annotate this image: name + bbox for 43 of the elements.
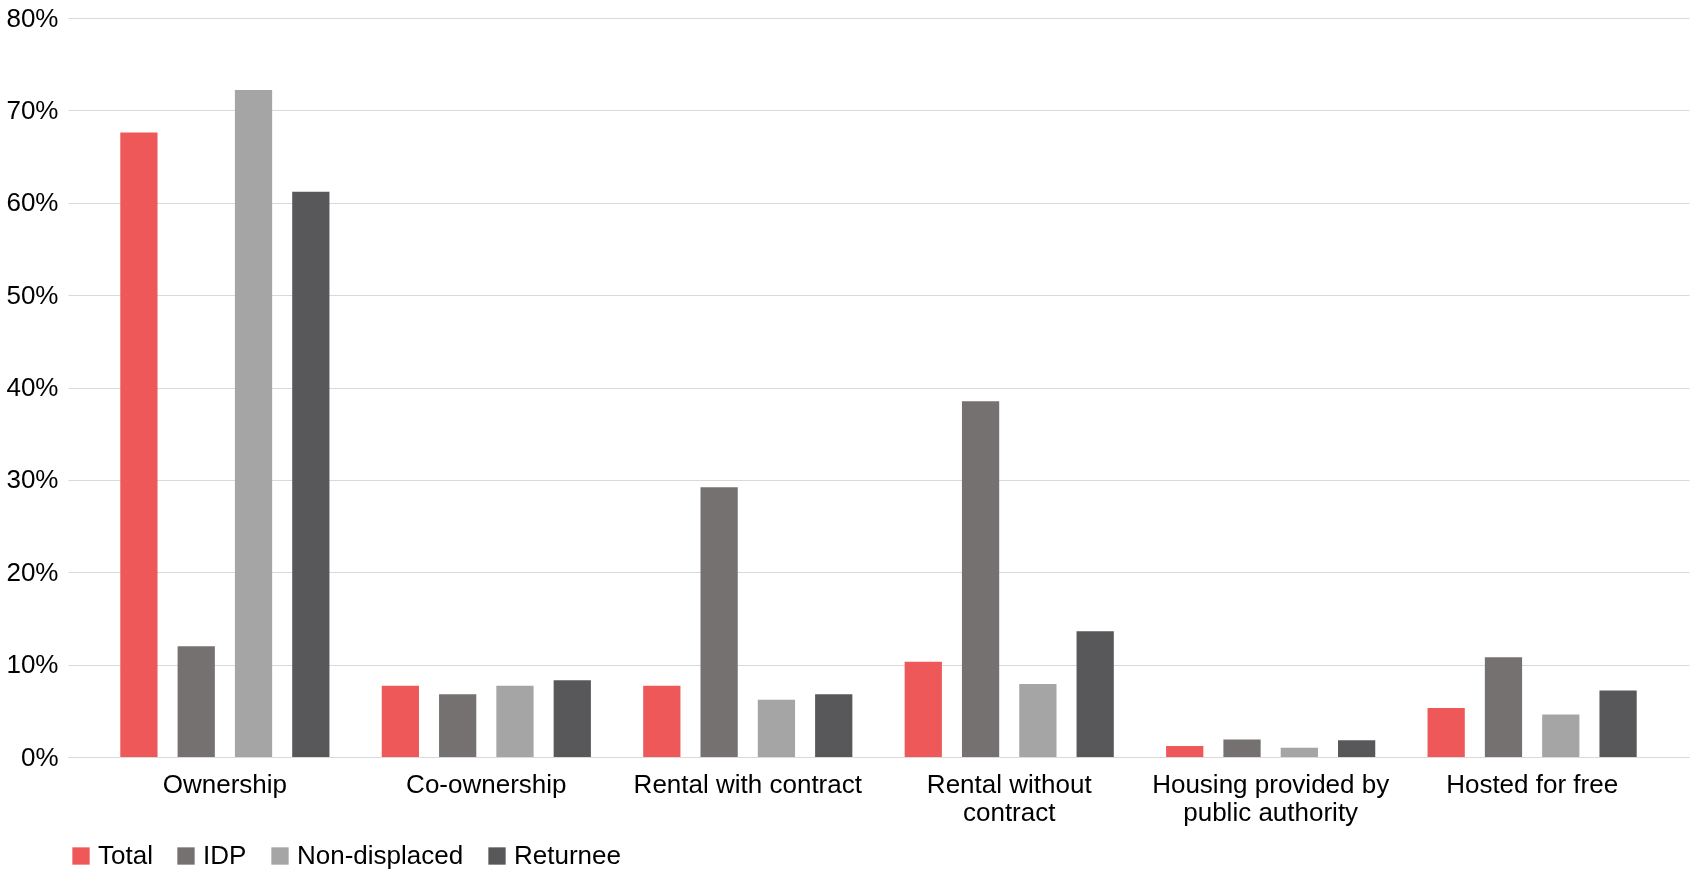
x-tick-label: Housing provided by public authority <box>1152 768 1390 827</box>
bar <box>1542 714 1580 757</box>
y-tick-label: 40% <box>6 372 59 402</box>
bar <box>553 680 591 757</box>
x-tick-label: Ownership <box>162 768 288 799</box>
y-tick-label: 20% <box>6 556 59 587</box>
bar <box>700 487 738 757</box>
bar <box>1166 745 1204 757</box>
x-tick-label: Hosted for free <box>1446 768 1619 799</box>
bar <box>1427 708 1465 757</box>
y-tick-label: 50% <box>6 279 59 310</box>
bar <box>757 699 796 757</box>
bar <box>904 661 942 757</box>
bar <box>496 685 534 757</box>
x-tick-label: Rental with contract <box>633 768 863 799</box>
legend-label: Non-displaced <box>297 840 464 870</box>
y-tick-label: 0% <box>20 741 59 772</box>
y-tick-label: 70% <box>6 94 59 125</box>
bar <box>1280 747 1318 757</box>
y-tick-label: 60% <box>6 187 59 218</box>
legend-label: IDP <box>203 840 247 870</box>
bar <box>177 646 215 757</box>
bar <box>1019 684 1057 757</box>
bar <box>234 90 273 757</box>
bar <box>381 685 419 757</box>
x-tick-label: Co-ownership <box>406 768 567 799</box>
bar <box>292 191 330 757</box>
legend-label: Total <box>98 840 153 870</box>
bar <box>1223 739 1261 757</box>
y-tick-label: 10% <box>6 649 59 680</box>
legend-label: Returnee <box>514 840 621 870</box>
bar <box>1338 740 1376 757</box>
bar <box>1484 657 1523 757</box>
bar <box>120 132 158 757</box>
bar <box>815 694 853 757</box>
bar <box>1599 690 1637 757</box>
y-tick-label: 80% <box>6 2 59 33</box>
bar <box>643 685 681 757</box>
x-tick-label: Rental without contract <box>926 768 1093 827</box>
y-tick-label: 30% <box>6 464 59 495</box>
bar <box>961 401 1000 757</box>
bar <box>439 694 477 757</box>
bar <box>1076 631 1114 757</box>
